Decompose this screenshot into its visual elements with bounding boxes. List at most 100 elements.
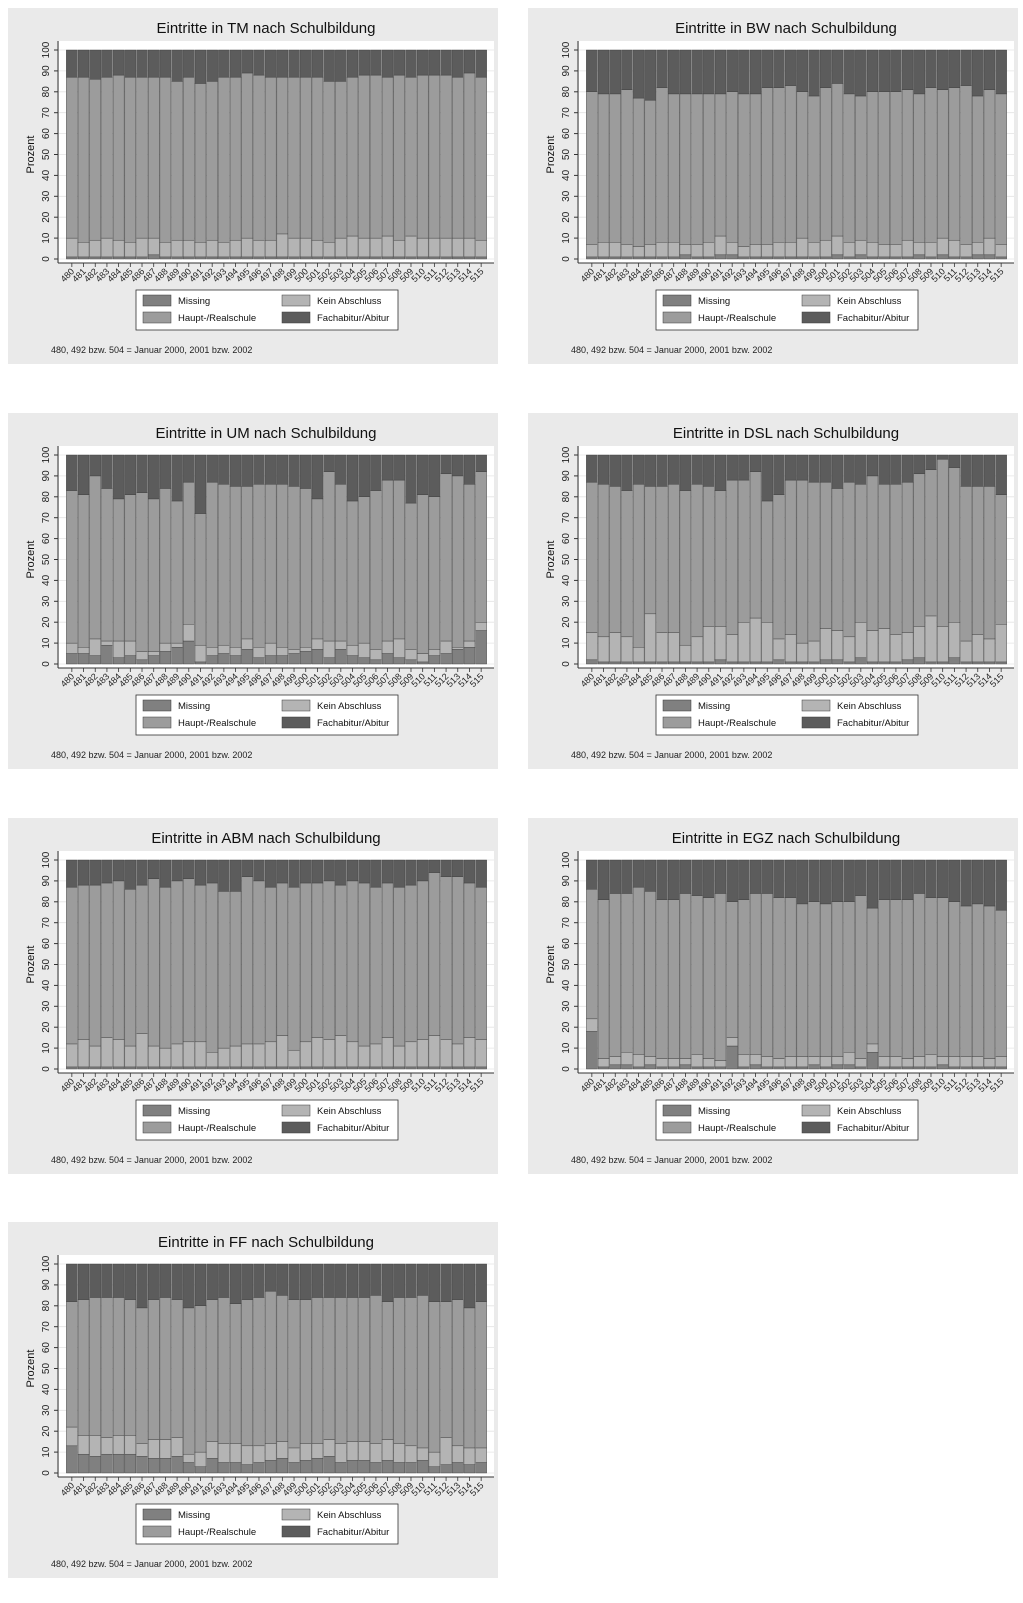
bar-segment: [586, 889, 598, 1020]
bar-segment: [440, 1039, 452, 1068]
bar-segment: [586, 244, 598, 258]
bar-segment: [229, 49, 242, 78]
bar-segment: [925, 469, 937, 617]
bar-segment: [218, 891, 230, 1049]
bar-segment: [656, 1058, 668, 1068]
bar-segment: [831, 1064, 844, 1070]
legend-swatch: [801, 294, 831, 307]
bar-segment: [159, 1458, 172, 1474]
bar-segment: [112, 74, 125, 241]
bar-segment: [960, 1056, 972, 1068]
bar-segment: [890, 91, 902, 245]
bar-segment: [679, 490, 692, 646]
bar-segment: [632, 484, 645, 648]
bar-segment: [960, 256, 972, 260]
bar-segment: [229, 655, 242, 665]
bar-segment: [726, 901, 738, 1038]
bar-segment: [335, 859, 347, 886]
bar-segment: [761, 661, 773, 665]
bar-segment: [276, 1263, 289, 1296]
bar-segment: [644, 661, 657, 665]
bar-segment: [679, 254, 692, 260]
bar-segment: [831, 83, 844, 237]
legend-label: Fachabitur/Abitur: [317, 1123, 389, 1134]
bar-segment: [405, 1041, 417, 1068]
y-tick-label: 40: [41, 1383, 52, 1395]
bar-segment: [878, 1066, 890, 1070]
bar-segment: [452, 256, 464, 260]
legend-swatch: [801, 716, 831, 729]
bar-segment: [855, 1066, 867, 1070]
bar-segment: [159, 886, 172, 1049]
y-tick-label: 40: [41, 979, 52, 991]
bar-segment: [726, 859, 738, 902]
y-tick-label: 10: [41, 1042, 52, 1054]
bar-segment: [253, 1263, 265, 1298]
bar-segment: [901, 239, 914, 258]
bar-segment: [691, 636, 703, 663]
bar-segment: [124, 1066, 137, 1070]
bar-segment: [475, 621, 487, 631]
y-tick-label: 100: [561, 41, 572, 58]
bar-segment: [761, 244, 773, 258]
bar-segment: [714, 454, 727, 491]
bar-segment: [972, 454, 984, 487]
bar-segment: [300, 651, 312, 665]
bar-segment: [112, 49, 125, 76]
legend-label: Fachabitur/Abitur: [317, 313, 389, 324]
bar-segment: [171, 239, 183, 258]
bar-segment: [983, 859, 996, 907]
y-tick-label: 100: [561, 851, 572, 868]
bar-segment: [89, 79, 101, 241]
x-tick-label: 515: [468, 1076, 486, 1094]
bar-segment: [229, 454, 242, 487]
bar-segment: [668, 93, 680, 243]
bar-segment: [703, 242, 715, 258]
bar-segment: [183, 481, 195, 625]
bar-segment: [276, 859, 289, 884]
bar-segment: [101, 1037, 113, 1068]
bar-segment: [749, 49, 762, 95]
bar-segment: [124, 889, 137, 1047]
y-tick-label: 10: [561, 637, 572, 649]
bar-segment: [452, 1066, 464, 1070]
bar-segment: [890, 244, 902, 258]
bar-segment: [878, 256, 890, 260]
bar-segment: [194, 1466, 207, 1474]
bar-segment: [346, 859, 359, 882]
bar-segment: [206, 1441, 218, 1459]
chart-note: 480, 492 bzw. 504 = Januar 2000, 2001 bz…: [51, 1559, 253, 1569]
chart-svg: Eintritte in ABM nach Schulbildung 0 10 20 3…: [25, 830, 494, 1141]
bar-segment: [124, 1299, 137, 1436]
bar-segment: [452, 1043, 464, 1068]
y-tick-label: 100: [41, 851, 52, 868]
bar-segment: [475, 1039, 487, 1068]
bar-segment: [77, 1066, 90, 1070]
y-tick-label: 40: [561, 979, 572, 991]
bar-segment: [796, 903, 809, 1057]
bar-segment: [632, 454, 645, 485]
bar-segment: [913, 1066, 925, 1070]
bar-segment: [428, 1066, 441, 1070]
bar-segment: [890, 1056, 902, 1068]
bar-segment: [925, 897, 937, 1055]
bar-segment: [843, 1052, 855, 1066]
bar-segment: [668, 899, 680, 1059]
bar-segment: [761, 1066, 773, 1070]
bar-segment: [784, 242, 797, 258]
bar-segment: [276, 49, 289, 78]
bar-segment: [229, 239, 242, 258]
bar-segment: [866, 1043, 879, 1053]
bar-segment: [194, 884, 207, 1043]
bar-segment: [463, 640, 476, 648]
bar-segment: [276, 484, 289, 648]
bar-segment: [206, 1458, 218, 1474]
bar-segment: [855, 621, 867, 658]
bar-segment: [253, 74, 265, 241]
bar-segment: [89, 475, 101, 640]
bar-segment: [101, 644, 113, 665]
legend-label: Haupt-/Realschule: [698, 718, 776, 729]
bar-segment: [218, 653, 230, 665]
bar-segment: [241, 454, 253, 487]
bar-segment: [229, 1045, 242, 1068]
